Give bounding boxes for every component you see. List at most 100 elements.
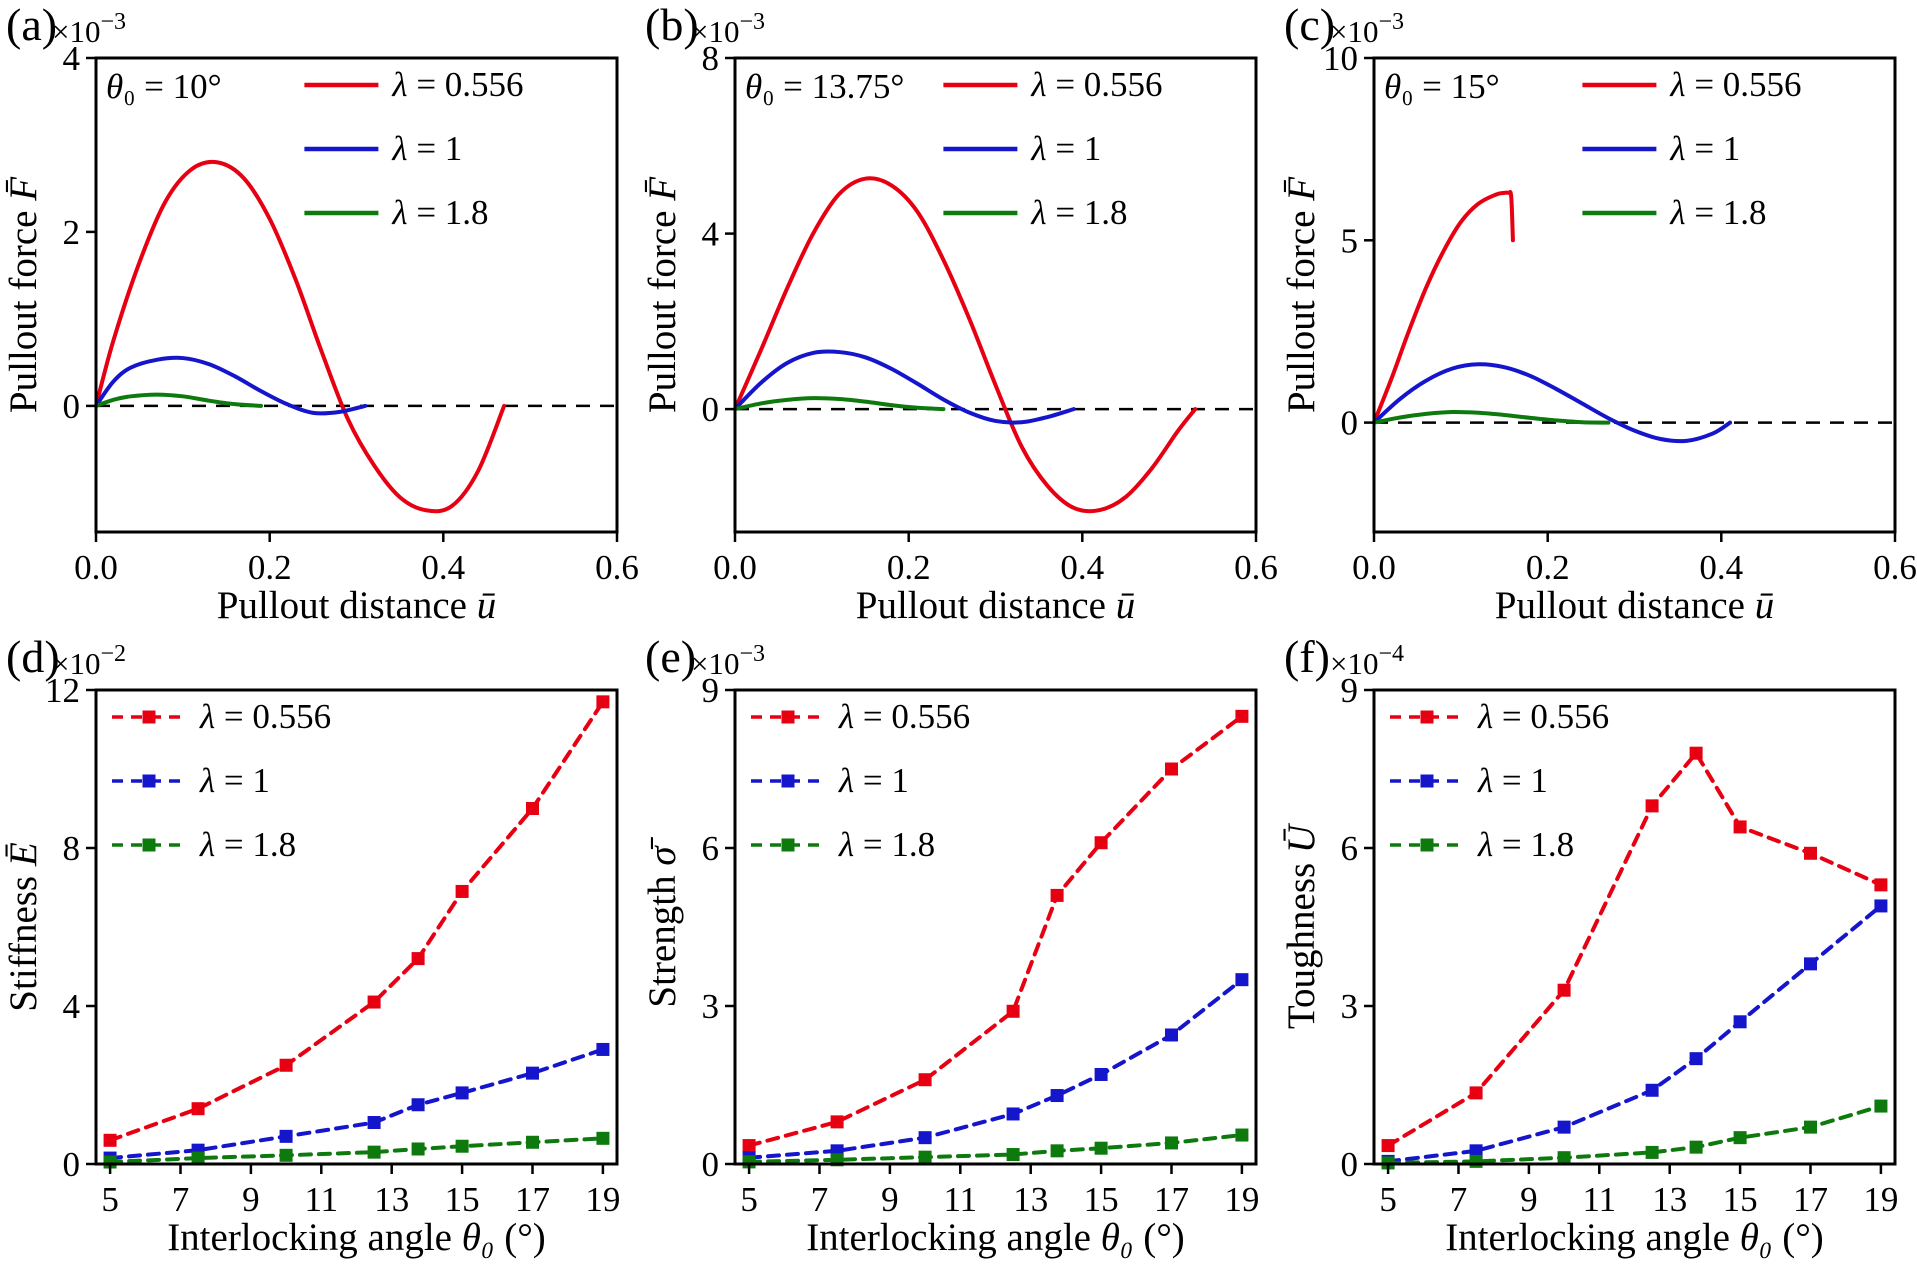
series-marker-1	[367, 1116, 381, 1130]
x-tick-label: 17	[1793, 1180, 1828, 1219]
legend-label: λ = 0.556	[838, 697, 970, 736]
y-axis-title: Pullout force F̄	[641, 176, 684, 413]
x-tick-label: 13	[1652, 1180, 1687, 1219]
series-marker-0	[367, 995, 381, 1009]
series-marker-0	[1094, 836, 1108, 850]
y-tick-label: 0	[1341, 1145, 1359, 1184]
legend-label: λ = 0.556	[1669, 65, 1801, 104]
y-tick-label: 12	[45, 671, 80, 710]
panel-label-d: (d)	[6, 631, 60, 682]
series-marker-1	[1645, 1083, 1659, 1097]
series-line-2	[108, 1136, 605, 1165]
series-marker-0	[1689, 746, 1703, 760]
series-marker-0	[596, 695, 610, 709]
x-tick-label: 7	[1450, 1180, 1468, 1219]
series-line-2	[747, 1133, 1244, 1164]
chart-stiffness: 5 7 9 11 13 15 17 19 0 4 8 12 Interlocking angle θ₀ …	[2, 641, 620, 1259]
series-marker-1	[1804, 957, 1818, 971]
series-line-0	[94, 159, 507, 514]
y-tick-label: 5	[1341, 221, 1359, 260]
x-tick-label: 13	[374, 1180, 409, 1219]
series-marker-2	[1874, 1099, 1888, 1113]
legend-label: λ = 1	[1477, 761, 1548, 800]
series-marker-0	[411, 952, 425, 966]
legend-label: λ = 1	[199, 761, 270, 800]
series-marker-2	[1006, 1148, 1020, 1162]
panel-b: (b) 0.0 0.2 0.4 0.6 0 4 8 Pullout distance ū Pul…	[639, 0, 1278, 632]
x-tick-label: 5	[1379, 1180, 1397, 1219]
x-tick-label: 19	[1224, 1180, 1259, 1219]
x-tick-label: 17	[515, 1180, 550, 1219]
plot-frame	[94, 688, 619, 1166]
plot-frame	[733, 688, 1258, 1166]
series-marker-0	[526, 802, 540, 815]
x-tick-label: 0.4	[1699, 548, 1743, 587]
legend-label: λ = 1	[838, 761, 909, 800]
series-line-0	[1386, 751, 1883, 1148]
y-tick-label: 0	[63, 1145, 81, 1184]
series-marker-0	[1804, 846, 1818, 860]
series-marker-1	[1094, 1067, 1108, 1081]
series-marker-0	[1557, 983, 1571, 997]
series-marker-0	[1381, 1139, 1395, 1153]
x-tick-label: 0.2	[248, 548, 292, 587]
y-tick-label: 6	[1341, 829, 1359, 868]
legend-label: λ = 0.556	[1030, 65, 1162, 104]
y-tick-label: 3	[1341, 987, 1359, 1026]
series-line-1	[1386, 903, 1883, 1164]
theta-annotation: θ₀ = 13.75°	[745, 67, 904, 106]
x-tick-label: 15	[445, 1180, 480, 1219]
x-tick-label: 15	[1723, 1180, 1758, 1219]
series-marker-2	[1094, 1141, 1108, 1155]
legend-label: λ = 1	[1030, 129, 1101, 168]
series-line-0	[108, 699, 605, 1143]
legend-swatch-marker	[781, 710, 795, 724]
x-axis-title: Interlocking angle θ₀ (°)	[167, 1216, 546, 1259]
x-tick-label: 15	[1084, 1180, 1119, 1219]
y-tick-label: 6	[702, 829, 720, 868]
x-tick-label: 5	[101, 1180, 119, 1219]
x-tick-label: 0.0	[1352, 548, 1396, 587]
y-tick-label: 4	[702, 215, 720, 254]
y-tick-label: 0	[702, 390, 720, 429]
series-line-0	[747, 714, 1244, 1148]
panel-d: (d) 5 7 9 11 13 15 17 19 0 4 8 12 Interlocking angle…	[0, 632, 639, 1265]
series-marker-2	[1050, 1144, 1064, 1158]
series-marker-1	[526, 1066, 540, 1080]
series-line-1	[747, 977, 1244, 1160]
series-marker-0	[742, 1139, 756, 1153]
series-marker-0	[1165, 762, 1179, 776]
legend-swatch-marker	[1420, 774, 1434, 788]
x-tick-label: 0.4	[1060, 548, 1104, 587]
panel-label-e: (e)	[645, 631, 697, 682]
series-marker-1	[411, 1098, 425, 1112]
series-marker-0	[1050, 888, 1064, 902]
series-line-1	[94, 355, 368, 416]
y-axis-title: Toughness Ū	[1280, 822, 1323, 1029]
series-marker-1	[1557, 1120, 1571, 1134]
series-marker-2	[1645, 1145, 1659, 1159]
legend-label: λ = 1	[1669, 129, 1740, 168]
x-tick-label: 7	[811, 1180, 829, 1219]
legend-swatch-marker	[1420, 838, 1434, 852]
series-marker-0	[1235, 709, 1249, 723]
x-tick-label: 0.2	[887, 548, 931, 587]
y-axis-title: Strength σ̄	[641, 836, 684, 1007]
axis-scale-label: ×10−3	[691, 641, 765, 681]
series-marker-1	[279, 1129, 293, 1143]
x-axis-title: Interlocking angle θ₀ (°)	[1445, 1216, 1824, 1259]
series-marker-2	[918, 1150, 932, 1164]
series-marker-1	[1689, 1052, 1703, 1066]
series-marker-2	[1689, 1140, 1703, 1154]
series-line-0	[733, 176, 1198, 514]
x-axis-title: Pullout distance ū	[856, 584, 1135, 627]
series-marker-2	[1733, 1131, 1747, 1145]
series-marker-0	[279, 1058, 293, 1072]
y-tick-label: 10	[1323, 39, 1358, 78]
panel-a: (a) 0.0 0.2 0.4 0.6 0 2 4 Pullout distance ū Pul…	[0, 0, 639, 632]
series-line-1	[733, 349, 1076, 425]
series-marker-2	[367, 1145, 381, 1159]
legend-label: λ = 1	[391, 129, 462, 168]
legend-swatch-marker	[781, 774, 795, 788]
